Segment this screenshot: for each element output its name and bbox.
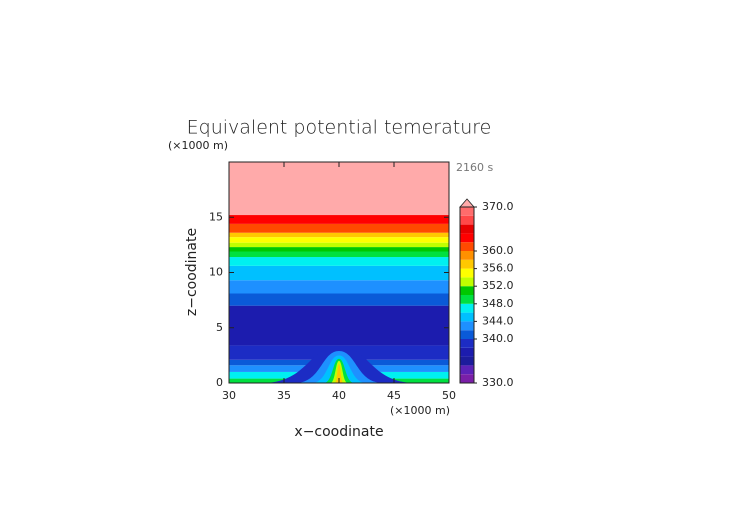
colorbar-segment — [460, 339, 474, 348]
x-tick-label: 40 — [332, 389, 346, 402]
contour-band — [229, 223, 449, 233]
contour-band — [229, 232, 449, 238]
colorbar-tick-label: 356.0 — [482, 262, 514, 275]
contour-band — [229, 215, 449, 224]
colorbar-segment — [460, 251, 474, 260]
colorbar-segment — [460, 330, 474, 339]
contour-band — [229, 242, 449, 248]
contour-region — [334, 364, 344, 383]
x-tick-label: 45 — [387, 389, 401, 402]
contour-band — [229, 162, 449, 216]
colorbar-segment — [460, 277, 474, 287]
chart-title: Equivalent potential temerature — [187, 117, 492, 139]
colorbar-segment — [460, 268, 474, 278]
y-tick-label: 15 — [209, 210, 223, 223]
colorbar-tick-label: 330.0 — [482, 376, 514, 389]
contour-band — [229, 257, 449, 266]
colorbar-tick-label: 360.0 — [482, 244, 514, 257]
colorbar-segment — [460, 356, 474, 366]
colorbar-segment — [460, 295, 474, 304]
contour-band — [229, 247, 449, 252]
colorbar-segment — [460, 224, 474, 234]
colorbar-tick-label: 352.0 — [482, 279, 514, 292]
colorbar-segment — [460, 347, 474, 357]
colorbar-tick-label: 344.0 — [482, 314, 514, 327]
contour-band — [229, 305, 449, 346]
colorbar-segment — [460, 233, 474, 243]
colorbar-segment — [460, 365, 474, 375]
x-tick-label: 35 — [277, 389, 291, 402]
colorbar-segment — [460, 286, 474, 295]
y-axis-label: z−coodinate — [184, 228, 200, 316]
colorbar-tick-label: 340.0 — [482, 332, 514, 345]
colorbar-frame — [459, 206, 475, 384]
contour-band — [229, 280, 449, 294]
colorbar-over — [459, 198, 475, 208]
colorbar-segment — [460, 303, 474, 313]
colorbar-segment — [460, 215, 474, 225]
colorbar-segment — [460, 312, 474, 322]
contour-band — [229, 293, 449, 306]
y-tick-label: 0 — [216, 376, 223, 389]
annotation: 2160 s — [456, 161, 493, 174]
y-tick-label: 10 — [209, 266, 223, 279]
y-tick-label: 5 — [216, 321, 223, 334]
x-tick-label: 30 — [222, 389, 236, 402]
colorbar-segment — [460, 259, 474, 269]
colorbar-tick-label: 370.0 — [482, 200, 514, 213]
colorbar-segment — [460, 321, 474, 331]
contour-band — [229, 237, 449, 243]
x-tick-label: 50 — [442, 389, 456, 402]
y-unit: (×1000 m) — [168, 139, 228, 152]
colorbar-segment — [460, 374, 474, 383]
colorbar-tick-label: 348.0 — [482, 297, 514, 310]
colorbar-segment — [460, 242, 474, 251]
contour-band — [229, 265, 449, 281]
contour-band — [229, 251, 449, 258]
colorbar-segment — [460, 207, 474, 216]
x-unit: (×1000 m) — [390, 404, 450, 417]
x-axis-label: x−coodinate — [294, 424, 383, 440]
